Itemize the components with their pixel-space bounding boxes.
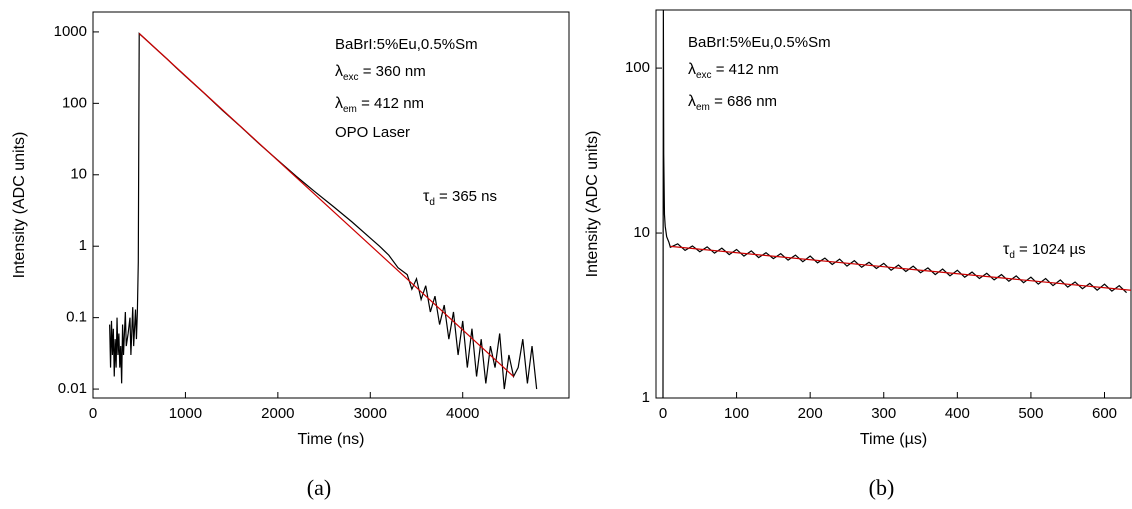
annotation-symbol: λ bbox=[688, 93, 696, 110]
plot-frame bbox=[92, 11, 570, 399]
annotation: BaBrI:5%Eu,0.5%Sm bbox=[688, 34, 831, 51]
x-axis-label: Time (µs) bbox=[860, 431, 927, 448]
x-tick-label: 600 bbox=[1092, 405, 1117, 422]
annotation-text: = 1024 µs bbox=[1015, 241, 1086, 258]
annotation: λexc = 360 nm bbox=[335, 63, 426, 83]
y-tick-label: 0.01 bbox=[58, 380, 87, 397]
caption: (a) bbox=[307, 475, 331, 500]
data-line bbox=[138, 33, 514, 377]
annotation-subscript: em bbox=[696, 102, 710, 113]
y-tick-label: 10 bbox=[633, 224, 650, 241]
annotation-text: BaBrI:5%Eu,0.5%Sm bbox=[335, 36, 478, 53]
annotation: OPO Laser bbox=[335, 124, 410, 141]
annotation: τd = 365 ns bbox=[423, 188, 497, 208]
y-tick-label: 0.1 bbox=[66, 309, 87, 326]
y-tick-label: 1 bbox=[79, 237, 87, 254]
x-tick-label: 100 bbox=[724, 405, 749, 422]
y-axis-label: Intensity (ADC units) bbox=[11, 132, 28, 279]
x-tick-label: 3000 bbox=[354, 405, 387, 422]
annotation: λem = 686 nm bbox=[688, 93, 777, 113]
y-tick-label: 100 bbox=[62, 94, 87, 111]
y-tick-label: 1 bbox=[642, 389, 650, 406]
x-axis-label: Time (ns) bbox=[298, 431, 365, 448]
x-tick-label: 4000 bbox=[446, 405, 479, 422]
y-tick-label: 10 bbox=[70, 166, 87, 183]
annotation-subscript: d bbox=[429, 197, 435, 208]
annotation-text: = 412 nm bbox=[712, 61, 779, 78]
y-tick-label: 100 bbox=[625, 59, 650, 76]
caption: (b) bbox=[869, 475, 895, 500]
annotation-text: = 360 nm bbox=[359, 63, 426, 80]
annotation-symbol: λ bbox=[335, 63, 343, 80]
annotation-subscript: exc bbox=[696, 70, 712, 81]
annotation-subscript: d bbox=[1009, 250, 1015, 261]
data-line bbox=[670, 245, 1131, 291]
x-tick-label: 1000 bbox=[169, 405, 202, 422]
y-tick-label: 1000 bbox=[54, 23, 87, 40]
annotation-subscript: exc bbox=[343, 72, 359, 83]
annotation-symbol: τ bbox=[423, 188, 430, 205]
x-tick-label: 0 bbox=[89, 405, 97, 422]
annotation: τd = 1024 µs bbox=[1003, 241, 1086, 261]
chart: 0 1000 2000 3000 4000 0.01 0.1 1 10 100 1000 Time (… bbox=[11, 11, 570, 500]
annotation: λexc = 412 nm bbox=[688, 61, 779, 81]
x-tick-label: 0 bbox=[659, 405, 667, 422]
x-tick-label: 300 bbox=[871, 405, 896, 422]
annotation: λem = 412 nm bbox=[335, 95, 424, 115]
annotation-text: OPO Laser bbox=[335, 124, 410, 141]
chart: 0 100 200 300 400 500 600 1 10 100 Time (µs) Intens… bbox=[584, 9, 1132, 500]
annotation-symbol: τ bbox=[1003, 241, 1010, 258]
plot-frame bbox=[655, 9, 1132, 399]
annotation-text: BaBrI:5%Eu,0.5%Sm bbox=[688, 34, 831, 51]
data-line bbox=[109, 32, 538, 390]
y-axis-label: Intensity (ADC units) bbox=[584, 131, 601, 278]
annotation-text: = 365 ns bbox=[435, 188, 497, 205]
annotation-symbol: λ bbox=[688, 61, 696, 78]
annotation: BaBrI:5%Eu,0.5%Sm bbox=[335, 36, 478, 53]
annotation-text: = 412 nm bbox=[357, 95, 424, 112]
x-tick-label: 2000 bbox=[261, 405, 294, 422]
x-tick-label: 500 bbox=[1018, 405, 1043, 422]
x-tick-label: 200 bbox=[798, 405, 823, 422]
annotation-subscript: em bbox=[343, 104, 357, 115]
x-tick-label: 400 bbox=[945, 405, 970, 422]
annotation-text: = 686 nm bbox=[710, 93, 777, 110]
annotation-symbol: λ bbox=[335, 95, 343, 112]
